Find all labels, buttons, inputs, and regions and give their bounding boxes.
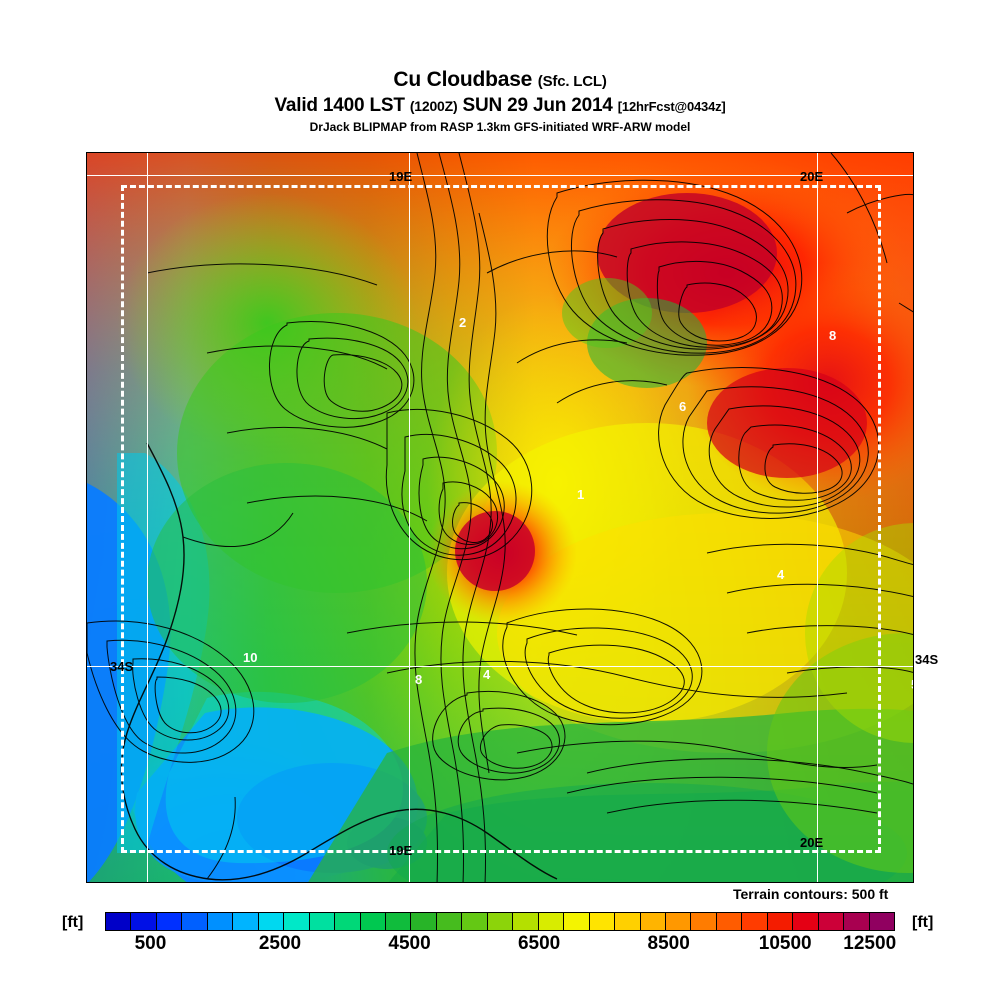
colorbar-swatch-0 bbox=[106, 913, 132, 930]
terrain-raster bbox=[87, 153, 913, 882]
colorbar-swatch-30 bbox=[869, 913, 895, 930]
title-block: Cu Cloudbase (Sfc. LCL) Valid 1400 LST (… bbox=[0, 68, 1000, 136]
colorbar-tick-10500: 10500 bbox=[758, 933, 812, 954]
value-label: 5 bbox=[911, 678, 913, 691]
colorbar-swatch-4 bbox=[207, 913, 234, 930]
value-label: 8 bbox=[829, 328, 837, 343]
lat-label-left: 34S bbox=[110, 659, 134, 674]
colorbar-swatch-14 bbox=[462, 913, 488, 930]
colorbar-tick-8500: 8500 bbox=[647, 933, 690, 954]
graticule-lat-34s bbox=[87, 666, 913, 667]
value-label: 1 bbox=[577, 487, 585, 502]
chart-title: Cu Cloudbase (Sfc. LCL) bbox=[0, 68, 1000, 94]
colorbar-swatch-29 bbox=[844, 913, 870, 930]
colorbar-swatch-12 bbox=[411, 913, 437, 930]
lon-label-top-left: 19E bbox=[389, 169, 413, 184]
map-panel[interactable]: 19E 20E 19E 20E 2 8 6 1 4 10 4 8 5 bbox=[86, 152, 914, 883]
colorbar-tick-2500: 2500 bbox=[258, 933, 302, 954]
colorbar-swatch-1 bbox=[131, 913, 157, 930]
colorbar-tick-6500: 6500 bbox=[517, 933, 561, 954]
colorbar-swatch-2 bbox=[156, 913, 183, 930]
colorbar-swatch-13 bbox=[436, 913, 463, 930]
colorbar-swatch-22 bbox=[665, 913, 692, 930]
colorbar-tick-500: 500 bbox=[134, 933, 167, 954]
valid-prefix: Valid 1400 LST bbox=[274, 95, 405, 116]
graticule-lon-19e bbox=[409, 153, 410, 882]
colorbar-tick-labels: 500 2500 4500 6500 8500 10500 12500 bbox=[105, 933, 897, 957]
colorbar-swatch-6 bbox=[258, 913, 285, 930]
colorbar-swatch-11 bbox=[385, 913, 412, 930]
colorbar-swatch-17 bbox=[538, 913, 565, 930]
model-domain-box bbox=[121, 185, 881, 853]
terrain-contour-note: Terrain contours: 500 ft bbox=[733, 886, 889, 902]
valid-date: SUN 29 Jun 2014 bbox=[462, 95, 613, 116]
colorbar-unit-right: [ft] bbox=[912, 914, 934, 931]
colorbar-swatch-7 bbox=[284, 913, 310, 930]
colorbar-swatch-27 bbox=[793, 913, 819, 930]
colorbar-swatch-20 bbox=[615, 913, 641, 930]
graticule-lon-west bbox=[147, 153, 148, 882]
value-label: 4 bbox=[777, 567, 785, 582]
colorbar-legend: [ft] [ft] 500 2500 4500 6500 8500 10500 12500 bbox=[0, 908, 1000, 958]
value-label: 10 bbox=[243, 650, 258, 665]
graticule-lat-top bbox=[87, 175, 913, 176]
lon-label-top-right: 20E bbox=[800, 169, 824, 184]
colorbar-swatch-3 bbox=[182, 913, 208, 930]
colorbar-swatch-28 bbox=[818, 913, 845, 930]
graticule-lon-20e bbox=[817, 153, 818, 882]
forecast-stamp: [12hrFcst@0434z] bbox=[617, 99, 726, 114]
colorbar-swatch-5 bbox=[233, 913, 259, 930]
lon-label-bottom-right: 20E bbox=[800, 835, 824, 850]
colorbar-swatch-24 bbox=[716, 913, 743, 930]
lat-label-right: 34S bbox=[915, 652, 939, 667]
value-label: 4 bbox=[483, 667, 491, 682]
colorbar-tick-4500: 4500 bbox=[388, 933, 431, 954]
value-label: 8 bbox=[415, 672, 423, 687]
colorbar-swatch-21 bbox=[640, 913, 666, 930]
colorbar-swatch-15 bbox=[487, 913, 514, 930]
model-credit: DrJack BLIPMAP from RASP 1.3km GFS-initi… bbox=[309, 120, 691, 134]
lon-label-bottom-left: 19E bbox=[389, 843, 413, 858]
colorbar-swatch-16 bbox=[513, 913, 539, 930]
chart-title-main: Cu Cloudbase bbox=[393, 68, 533, 91]
colorbar-swatch-9 bbox=[335, 913, 361, 930]
colorbar-swatch-19 bbox=[589, 913, 616, 930]
colorbar-swatch-26 bbox=[767, 913, 794, 930]
colorbar-swatch-18 bbox=[564, 913, 590, 930]
value-label: 6 bbox=[679, 399, 687, 414]
chart-title-sub: (Sfc. LCL) bbox=[537, 73, 607, 90]
colorbar-swatch-10 bbox=[360, 913, 386, 930]
colorbar-unit-left: [ft] bbox=[62, 914, 84, 931]
valid-z: (1200Z) bbox=[409, 98, 458, 114]
colorbar-swatch-25 bbox=[742, 913, 768, 930]
chart-valid-line: Valid 1400 LST (1200Z) SUN 29 Jun 2014 [… bbox=[0, 94, 1000, 119]
value-label: 2 bbox=[459, 315, 467, 330]
colorbar-swatch-23 bbox=[691, 913, 717, 930]
colorbar-tick-12500: 12500 bbox=[843, 933, 897, 954]
colorbar-swatches bbox=[105, 912, 895, 931]
colorbar-swatch-8 bbox=[309, 913, 336, 930]
